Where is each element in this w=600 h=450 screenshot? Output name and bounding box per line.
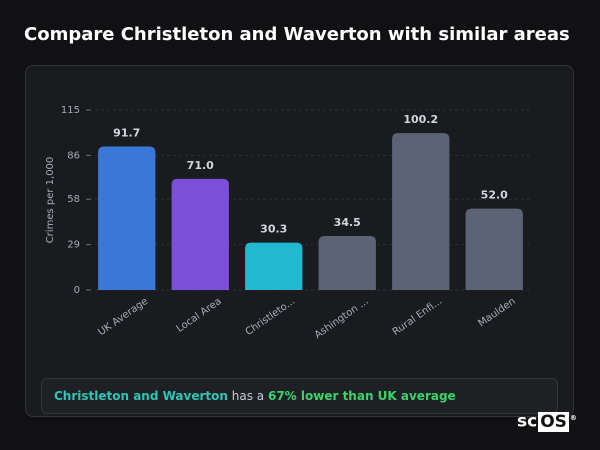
x-tick-label: UK Average — [96, 296, 150, 338]
y-tick-label: 29 — [67, 240, 80, 251]
x-tick-label: Local Area — [175, 296, 224, 335]
chart-title: Compare Christleton and Waverton with si… — [24, 24, 570, 45]
value-label: 71.0 — [187, 159, 214, 172]
bar — [245, 242, 303, 290]
x-tick-label: Ashington ... — [313, 296, 371, 341]
bar — [392, 133, 450, 290]
y-axis-label: Crimes per 1,000 — [45, 157, 56, 244]
value-label: 52.0 — [481, 189, 508, 202]
y-tick-label: 58 — [67, 194, 80, 205]
x-tick-label: Christleto... — [244, 296, 298, 338]
y-tick-label: 115 — [61, 105, 80, 116]
value-label: 100.2 — [403, 113, 438, 126]
summary-connector: has a — [231, 389, 265, 403]
summary: Christleton and Waverton has a 67% lower… — [41, 378, 558, 414]
x-tick-label: Maulden — [476, 296, 517, 330]
bar — [98, 146, 156, 290]
logo-suffix: OS — [538, 411, 569, 432]
logo-mark: ® — [569, 414, 577, 422]
bar — [465, 208, 523, 290]
bar — [318, 236, 376, 290]
value-label: 30.3 — [260, 223, 287, 236]
summary-comparison: 67% lower than UK average — [267, 389, 456, 403]
bar — [171, 178, 229, 290]
x-tick-label: Rural Enfi... — [391, 296, 444, 338]
value-label: 91.7 — [113, 126, 140, 139]
y-tick-label: 0 — [74, 285, 80, 296]
value-label: 34.5 — [334, 216, 361, 229]
y-tick-label: 86 — [67, 150, 80, 161]
summary-place: Christleton and Waverton — [54, 389, 228, 403]
logo: sc OS ® — [517, 408, 577, 432]
logo-prefix: sc — [517, 411, 538, 432]
